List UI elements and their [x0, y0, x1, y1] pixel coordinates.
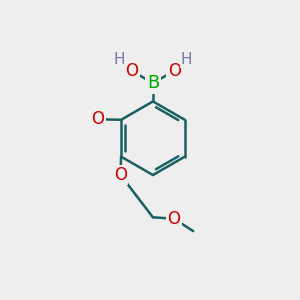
- Text: O: O: [92, 110, 105, 128]
- Text: O: O: [125, 62, 138, 80]
- Text: O: O: [168, 210, 181, 228]
- Text: O: O: [168, 62, 181, 80]
- Text: H: H: [114, 52, 125, 67]
- Text: B: B: [147, 74, 159, 92]
- Text: O: O: [114, 166, 127, 184]
- Text: H: H: [181, 52, 192, 67]
